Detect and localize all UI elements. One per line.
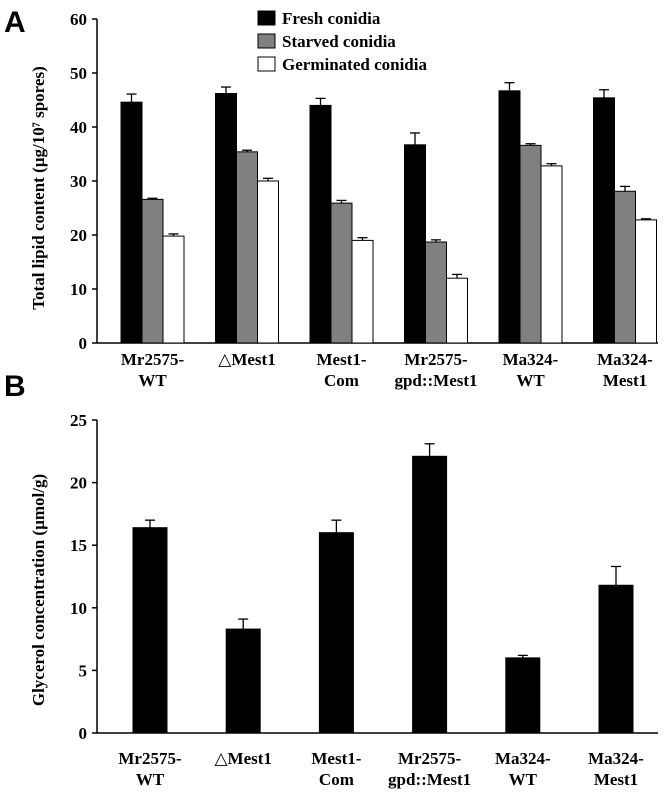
panel-b-bar xyxy=(412,455,448,734)
panel-b-y-tick-label: 20 xyxy=(70,474,87,493)
panel-a-bar xyxy=(425,241,447,344)
panel-b-y-tick-label: 10 xyxy=(70,599,87,618)
panel-a-bar xyxy=(614,190,636,344)
panel-a-legend: Fresh conidia Starved conidia Germinated c… xyxy=(257,9,427,74)
panel-a-category-label: Com xyxy=(324,371,359,390)
panel-a-category-label: Mest1- xyxy=(316,350,366,369)
panel-b-category-label: WT xyxy=(509,770,538,789)
panel-b-y-tick-label: 15 xyxy=(70,536,87,555)
panel-a-category-label: Mest1 xyxy=(603,371,647,390)
panel-a-letter: A xyxy=(4,6,26,39)
panel-b-y-axis-label: Glycerol concentration (µmol/g) xyxy=(29,474,48,706)
panel-b-category-label: Com xyxy=(319,770,354,789)
panel-a-bar xyxy=(540,165,563,344)
panel-a-category-label: gpd::Mest1 xyxy=(394,371,477,390)
panel-b-bar xyxy=(505,657,541,734)
panel-a-bar xyxy=(446,277,468,344)
panel-b-category-label: WT xyxy=(136,770,165,789)
panel-b: B Glycerol concentration (µmol/g) 0 5 10 15… xyxy=(4,370,658,789)
panel-b-y-tick-label: 25 xyxy=(70,411,87,430)
panel-a-y-tick-label: 40 xyxy=(70,118,87,137)
panel-a-legend-label: Germinated conidia xyxy=(282,55,427,74)
panel-a-legend-label: Fresh conidia xyxy=(282,9,381,28)
panel-a-category-label: Ma324- xyxy=(503,350,559,369)
panel-a: A Total lipid content (µg/10⁷ spores) Fr… xyxy=(4,6,658,390)
panel-a-bar xyxy=(120,101,143,344)
panel-b-bar xyxy=(598,584,634,734)
panel-a-bar xyxy=(141,198,164,344)
panel-a-legend-swatch xyxy=(257,33,276,49)
panel-a-category-label: △Mest1 xyxy=(218,350,275,369)
panel-b-y-tick-label: 5 xyxy=(79,661,88,680)
panel-a-bar xyxy=(330,202,353,344)
panel-b-category-label: Ma324- xyxy=(588,749,644,768)
panel-a-y-tick-label: 60 xyxy=(70,10,87,29)
panel-a-category-label: WT xyxy=(138,371,167,390)
panel-a-bar xyxy=(351,239,374,344)
panel-b-bar xyxy=(132,527,168,734)
panel-a-y-tick-label: 20 xyxy=(70,226,87,245)
panel-a-bar xyxy=(236,151,258,344)
panel-b-category-label: Mr2575- xyxy=(118,749,182,768)
panel-a-bar xyxy=(404,144,426,344)
panel-a-category-label: Ma324- xyxy=(597,350,653,369)
panel-a-bar xyxy=(309,104,332,344)
panel-a-y-tick-label: 30 xyxy=(70,172,87,191)
panel-a-bar xyxy=(162,235,185,344)
panel-b-category-label: Ma324- xyxy=(495,749,551,768)
panel-b-y-tick-label: 0 xyxy=(79,724,88,743)
panel-a-bar xyxy=(498,90,521,344)
panel-a-bar xyxy=(519,144,542,344)
panel-a-legend-label: Starved conidia xyxy=(282,32,396,51)
panel-b-bar xyxy=(318,532,354,734)
panel-a-y-tick-label: 50 xyxy=(70,64,87,83)
panel-a-y-axis-label: Total lipid content (µg/10⁷ spores) xyxy=(29,66,48,309)
panel-b-category-label: Mest1 xyxy=(594,770,638,789)
panel-a-y-tick-label: 10 xyxy=(70,280,87,299)
panel-a-bar xyxy=(257,180,279,344)
panel-a-legend-swatch xyxy=(257,10,276,26)
panel-b-category-label: gpd::Mest1 xyxy=(388,770,471,789)
panel-b-bar xyxy=(225,628,261,734)
panel-a-category-label: WT xyxy=(516,371,545,390)
panel-a-y-tick-label: 0 xyxy=(79,334,88,353)
panel-b-category-label: △Mest1 xyxy=(214,749,271,768)
panel-a-bar xyxy=(215,93,237,344)
panel-b-category-label: Mr2575- xyxy=(398,749,462,768)
panel-a-bar xyxy=(635,219,657,344)
panel-a-category-label: Mr2575- xyxy=(121,350,185,369)
panel-b-category-label: Mest1- xyxy=(311,749,361,768)
panel-a-legend-swatch xyxy=(257,56,276,72)
panel-b-letter: B xyxy=(4,370,26,403)
panel-a-bar xyxy=(593,97,615,344)
panel-a-category-label: Mr2575- xyxy=(404,350,468,369)
